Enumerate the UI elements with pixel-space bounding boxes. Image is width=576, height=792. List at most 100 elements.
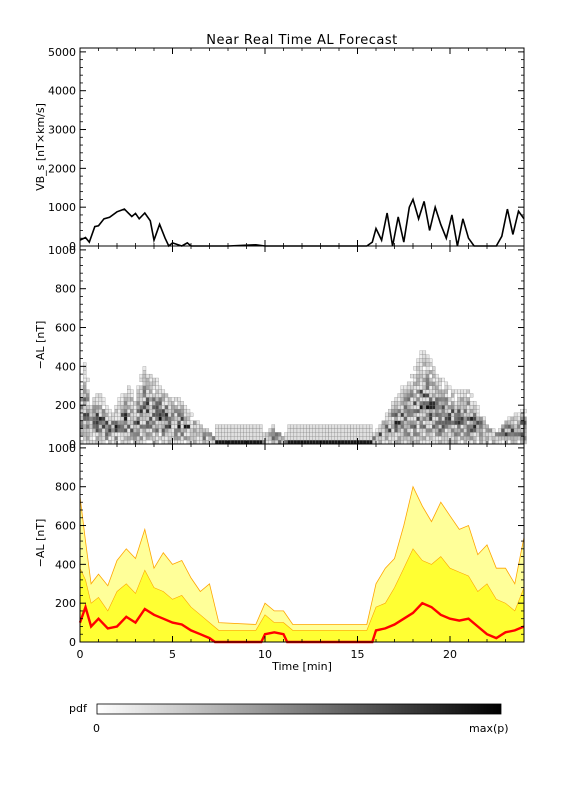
pdf-cell — [237, 428, 241, 433]
pdf-cell — [510, 424, 515, 429]
pdf-cell — [130, 428, 134, 433]
pdf-cell — [174, 436, 178, 441]
pdf-cell — [460, 416, 464, 421]
pdf-cell — [476, 420, 480, 425]
pdf-cell — [111, 439, 115, 445]
pdf-cell — [422, 389, 427, 394]
pdf-cell — [186, 424, 191, 429]
pdf-cell — [177, 412, 181, 417]
pdf-cell — [523, 408, 527, 414]
pdf-cell — [425, 424, 430, 429]
pdf-cell — [441, 420, 445, 425]
pdf-cell — [265, 436, 269, 441]
pdf-cell — [400, 405, 405, 410]
pdf-cell — [145, 405, 150, 410]
pdf-cell — [164, 397, 169, 402]
pdf-cell — [133, 420, 137, 425]
pdf-cell — [299, 436, 304, 441]
pdf-cell — [472, 420, 477, 425]
pdf-cell — [145, 436, 150, 441]
pdf-cell — [149, 377, 153, 383]
pdf-cell — [120, 428, 125, 433]
pdf-cell — [284, 436, 288, 441]
pdf-cell — [425, 405, 430, 410]
pdf-cell — [457, 432, 461, 437]
pdf-cell — [205, 439, 210, 445]
pdf-cell — [416, 401, 420, 406]
pdf-cell — [274, 439, 279, 445]
pdf-cell — [149, 401, 153, 406]
pdf-cell — [249, 424, 254, 429]
pdf-cell — [419, 366, 423, 371]
pdf-cell — [356, 432, 361, 437]
pdf-cell — [463, 420, 467, 425]
pdf-cell — [482, 432, 486, 437]
pdf-cell — [101, 401, 106, 406]
pdf-cell — [416, 428, 420, 433]
pdf-cell — [422, 370, 427, 375]
pdf-cell — [215, 428, 219, 433]
pdf-cell — [337, 428, 342, 433]
pdf-cell — [469, 408, 474, 414]
pdf-cell — [463, 439, 467, 445]
pdf-cell — [441, 436, 445, 441]
pdf-cell — [290, 428, 294, 433]
pdf-cell — [82, 432, 87, 437]
pdf-cell — [82, 397, 87, 402]
pdf-cell — [428, 420, 433, 425]
pdf-cell — [139, 436, 144, 441]
pdf-cell — [105, 420, 109, 425]
pdf-cell — [136, 401, 140, 406]
pdf-cell — [224, 424, 228, 429]
pdf-cell — [410, 412, 414, 417]
pdf-cell — [447, 420, 452, 425]
pdf-cell — [149, 385, 153, 390]
pdf-cell — [117, 416, 121, 421]
pdf-cell — [136, 397, 140, 402]
pdf-cell — [428, 370, 433, 375]
al-forecast-plot-area — [78, 485, 525, 644]
pdf-cell — [482, 439, 486, 445]
pdf-cell — [419, 439, 423, 445]
pdf-cell — [340, 428, 345, 433]
pdf-cell — [215, 424, 219, 429]
pdf-cell — [362, 436, 367, 441]
pdf-cell — [381, 439, 386, 445]
pdf-cell — [432, 377, 436, 383]
pdf-cell — [95, 397, 99, 402]
pdf-cell — [152, 397, 156, 402]
pdf-cell — [136, 439, 140, 445]
pdf-cell — [432, 424, 436, 429]
pdf-cell — [328, 428, 332, 433]
pdf-cell — [454, 401, 458, 406]
pdf-cell — [281, 439, 285, 445]
pdf-cell — [394, 405, 398, 410]
pdf-cell — [466, 416, 471, 421]
pdf-cell — [388, 420, 392, 425]
pdf-cell — [416, 424, 420, 429]
pdf-cell — [513, 428, 518, 433]
pdf-cell — [149, 408, 153, 414]
pdf-cell — [397, 424, 401, 429]
pdf-cell — [388, 428, 392, 433]
pdf-cell — [167, 420, 172, 425]
pdf-cell — [82, 405, 87, 410]
pdf-cell — [139, 432, 144, 437]
pdf-cell — [120, 393, 125, 398]
pdf-cell — [425, 373, 430, 379]
pdf-cell — [472, 436, 477, 441]
pdf-cell — [444, 420, 449, 425]
pdf-cell — [425, 439, 430, 445]
pdf-cell — [428, 405, 433, 410]
vbs-ylabel: VB_s [nT×km/s] — [34, 103, 47, 191]
pdf-cell — [177, 405, 181, 410]
pdf-cell — [438, 397, 442, 402]
pdf-cell — [189, 420, 194, 425]
pdf-cell — [315, 424, 320, 429]
pdf-cell — [422, 373, 427, 379]
pdf-cell — [318, 436, 323, 441]
pdf-cell — [422, 358, 427, 363]
pdf-cell — [255, 432, 260, 437]
pdf-cell — [155, 420, 159, 425]
pdf-cell — [419, 401, 423, 406]
